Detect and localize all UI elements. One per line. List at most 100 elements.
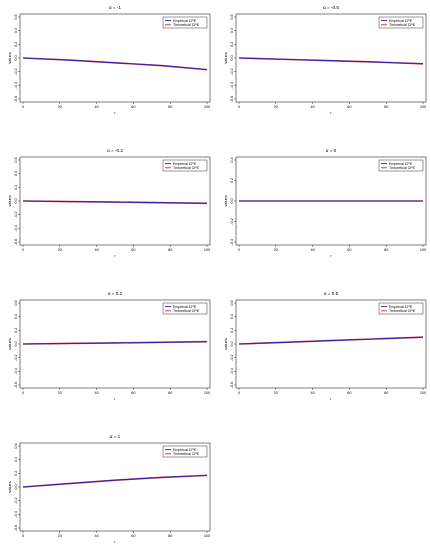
y-tick-label: 0.0: [14, 484, 18, 489]
y-tick-label: 0.2: [14, 328, 18, 333]
x-tick-label: 40: [310, 105, 314, 109]
x-tick-label: 0: [22, 105, 24, 109]
y-tick-label: -0.4: [230, 368, 234, 375]
chart-panel-5: α = 0.2 -0.6 -0.4 -0.2 0.0 0.2 0.4 0.6 0 20 40 60 80…: [7, 291, 211, 401]
x-tick-label: 60: [131, 534, 135, 538]
chart-title: α = 0.2: [108, 291, 123, 296]
chart-panel-3: α = -0.2 -0.6 -0.4 -0.2 0.0 0.2 0.4 0.6 0 20 40 60 8…: [7, 148, 211, 258]
x-tick-label: 40: [94, 534, 98, 538]
x-tick-label: 20: [58, 105, 62, 109]
y-tick-label: 0.4: [230, 314, 234, 319]
x-tick-label: 100: [204, 248, 210, 252]
x-tick-label: 40: [94, 105, 98, 109]
legend-box: [162, 302, 208, 315]
legend-label: Empirical CPE: [173, 19, 197, 23]
y-axis-label: values: [7, 481, 12, 493]
x-tick-label: 0: [22, 391, 24, 395]
y-tick-label: -0.2: [230, 68, 234, 75]
y-tick-label: 0.2: [230, 178, 234, 183]
series-line-empirical: [22, 341, 208, 345]
x-tick-label: 20: [274, 105, 278, 109]
x-tick-label: 60: [131, 248, 135, 252]
y-tick-label: 0.2: [14, 42, 18, 47]
y-axis-label: values: [223, 52, 228, 64]
y-tick-label: -0.2: [14, 68, 18, 75]
x-tick-label: 0: [238, 391, 240, 395]
legend-box: [162, 16, 208, 29]
x-tick-label: 40: [94, 391, 98, 395]
x-tick-label: 20: [274, 391, 278, 395]
x-axis-label: r: [330, 396, 332, 401]
legend-box: [378, 302, 424, 315]
y-tick-label: 0.6: [14, 157, 18, 162]
legend-label: Theoretical CPE: [173, 166, 200, 170]
y-tick-label: -0.4: [230, 239, 234, 246]
chart-title: α = 1: [110, 434, 121, 439]
chart-panel-1: α = -1 -0.6 -0.4 -0.2 0.0 0.2 0.4 0.6 0 20 40 60 80 1…: [7, 5, 211, 115]
x-tick-label: 100: [204, 391, 210, 395]
y-tick-label: -0.4: [14, 511, 18, 518]
legend-label: Empirical CPE: [173, 305, 197, 309]
chart-title: α = -1: [109, 5, 121, 10]
y-tick-label: -0.2: [14, 354, 18, 361]
x-tick-label: 100: [420, 105, 426, 109]
series-line-empirical: [238, 57, 424, 65]
x-tick-label: 80: [168, 105, 172, 109]
y-tick-label: 0.0: [230, 55, 234, 60]
x-axis-label: r: [114, 110, 116, 115]
y-tick-label: 0.0: [14, 341, 18, 346]
x-tick-label: 0: [238, 105, 240, 109]
x-axis-label: r: [114, 396, 116, 401]
x-axis-label: r: [330, 110, 332, 115]
y-tick-label: 0.6: [230, 14, 234, 19]
x-tick-label: 100: [204, 534, 210, 538]
y-tick-label: 0.4: [14, 314, 18, 319]
x-tick-label: 80: [384, 391, 388, 395]
x-axis-label: r: [114, 253, 116, 258]
chart-panel-7: α = 1 -0.6 -0.4 -0.2 0.0 0.2 0.4 0.6 0 20 40 60 80 10…: [7, 434, 211, 544]
y-tick-label: -0.4: [14, 82, 18, 89]
y-tick-label: 0.0: [14, 55, 18, 60]
y-tick-label: 0.6: [14, 300, 18, 305]
chart-title: α = 0: [326, 148, 337, 153]
y-tick-label: 0.0: [14, 198, 18, 203]
y-tick-label: -0.2: [14, 211, 18, 218]
y-tick-label: 0.0: [230, 341, 234, 346]
legend-label: Theoretical CPE: [389, 23, 416, 27]
x-tick-label: 80: [168, 248, 172, 252]
series-line-empirical: [238, 336, 424, 345]
series-line-empirical: [22, 474, 208, 488]
x-tick-label: 80: [384, 248, 388, 252]
y-tick-label: -0.6: [14, 239, 18, 246]
y-tick-label: -0.4: [14, 225, 18, 232]
x-tick-label: 20: [58, 248, 62, 252]
y-tick-label: 0.4: [230, 28, 234, 33]
legend-label: Theoretical CPE: [173, 23, 200, 27]
x-tick-label: 100: [420, 391, 426, 395]
chart-title: α = -0.5: [323, 5, 339, 10]
chart-panel-2: α = -0.5 -0.6 -0.4 -0.2 0.0 0.2 0.4 0.6 0 20 40 60 8…: [223, 5, 427, 115]
y-tick-label: 0.4: [14, 457, 18, 462]
x-tick-label: 60: [347, 391, 351, 395]
x-tick-label: 40: [310, 391, 314, 395]
legend-label: Theoretical CPE: [389, 309, 416, 313]
y-tick-label: -0.2: [230, 218, 234, 225]
y-tick-label: -0.4: [14, 368, 18, 375]
x-tick-label: 0: [238, 248, 240, 252]
y-tick-label: -0.6: [14, 525, 18, 532]
y-tick-label: -0.2: [230, 354, 234, 361]
x-tick-label: 40: [310, 248, 314, 252]
x-tick-label: 0: [22, 248, 24, 252]
x-tick-label: 80: [168, 534, 172, 538]
chart-panel-6: α = 0.5 -0.6 -0.4 -0.2 0.0 0.2 0.4 0.6 0 20 40 60 80…: [223, 291, 427, 401]
legend-box: [378, 159, 424, 172]
x-tick-label: 20: [58, 534, 62, 538]
